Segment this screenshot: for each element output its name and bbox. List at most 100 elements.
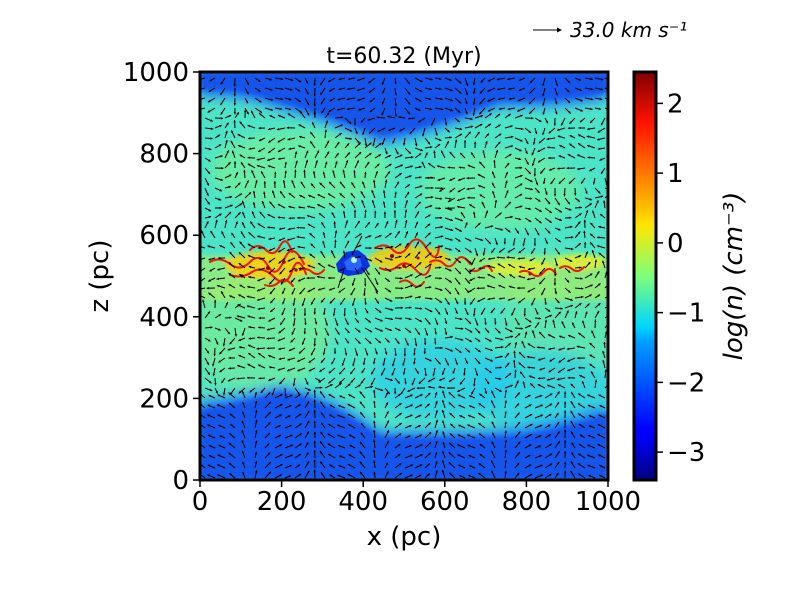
velocity-arrowhead [549, 393, 553, 396]
velocity-arrowhead [467, 350, 470, 353]
velocity-arrowhead [489, 370, 492, 373]
velocity-arrowhead [380, 247, 383, 250]
velocity-arrowhead [597, 444, 601, 447]
velocity-arrowhead [549, 314, 552, 318]
velocity-arrowhead [472, 113, 475, 116]
velocity-arrowhead [529, 111, 532, 114]
velocity-arrowhead [210, 326, 213, 329]
velocity-arrowhead [326, 140, 329, 144]
velocity-arrowhead [583, 219, 587, 223]
velocity-arrowhead [237, 304, 240, 307]
velocity-arrowhead [468, 321, 471, 324]
velocity-arrowhead [570, 304, 573, 308]
velocity-arrowhead [458, 239, 461, 242]
velocity-arrowhead [420, 148, 423, 152]
velocity-arrowhead [381, 82, 385, 85]
velocity-arrowhead [429, 205, 433, 208]
velocity-arrowhead [390, 308, 394, 311]
velocity-arrowhead [532, 330, 535, 333]
velocity-arrowhead [438, 207, 441, 210]
velocity-arrowhead [221, 231, 224, 234]
velocity-arrowhead [279, 227, 282, 230]
velocity-arrowhead [418, 262, 422, 265]
velocity-arrowhead [360, 412, 363, 415]
velocity-arrowhead [449, 412, 452, 416]
velocity-arrow [604, 187, 608, 190]
velocity-arrowhead [303, 331, 307, 335]
velocity-arrowhead [325, 343, 328, 347]
velocity-arrowhead [303, 169, 306, 173]
velocity-arrowhead [406, 242, 409, 246]
velocity-arrowhead [347, 231, 350, 234]
velocity-arrowhead [362, 132, 365, 135]
velocity-arrowhead [338, 87, 341, 91]
velocity-arrowhead [241, 430, 244, 433]
velocity-arrowhead [288, 217, 291, 220]
velocity-arrowhead [341, 363, 345, 366]
velocity-arrowhead [346, 97, 350, 101]
x-axis-label: x (pc) [367, 522, 442, 552]
velocity-arrowhead [382, 190, 386, 193]
velocity-arrowhead [241, 440, 244, 443]
velocity-arrowhead [288, 147, 291, 150]
velocity-arrowhead [491, 250, 494, 253]
velocity-arrowhead [516, 231, 519, 234]
velocity-arrowhead [440, 235, 444, 238]
velocity-arrowhead [450, 228, 454, 231]
velocity-arrowhead [439, 216, 443, 220]
velocity-arrowhead [471, 152, 474, 155]
velocity-arrowhead [231, 130, 234, 133]
velocity-arrowhead [548, 347, 551, 351]
velocity-arrowhead [407, 111, 410, 115]
velocity-arrowhead [320, 441, 323, 444]
velocity-arrowhead [289, 464, 292, 468]
velocity-arrowhead [525, 151, 528, 154]
velocity-arrowhead [458, 166, 462, 169]
velocity-arrowhead [425, 152, 428, 155]
velocity-arrowhead [557, 370, 561, 373]
velocity-arrowhead [310, 141, 313, 144]
velocity-arrowhead [409, 131, 413, 134]
velocity-arrowhead [325, 323, 328, 326]
velocity-arrowhead [597, 434, 600, 437]
velocity-arrowhead [219, 189, 222, 192]
velocity-arrowhead [278, 357, 282, 360]
velocity-arrowhead [273, 181, 277, 184]
velocity-arrowhead [473, 91, 476, 94]
velocity-arrowhead [298, 99, 301, 102]
velocity-arrowhead [479, 101, 482, 105]
velocity-arrowhead [228, 174, 232, 177]
velocity-arrowhead [463, 140, 467, 143]
velocity-arrowhead [356, 160, 359, 163]
velocity-arrowhead [241, 162, 244, 165]
velocity-arrowhead [268, 422, 271, 425]
velocity-arrowhead [322, 171, 326, 175]
velocity-arrowhead [437, 312, 441, 315]
velocity-arrowhead [348, 454, 352, 457]
velocity-arrowhead [390, 245, 394, 249]
velocity-arrowhead [549, 463, 553, 466]
velocity-arrowhead [373, 400, 376, 404]
velocity-arrowhead [499, 366, 502, 369]
velocity-arrow [200, 423, 206, 429]
velocity-arrowhead [460, 327, 464, 330]
velocity-arrowhead [237, 134, 241, 137]
velocity-arrowhead [454, 139, 458, 143]
velocity-arrowhead [400, 164, 403, 167]
velocity-arrowhead [369, 109, 373, 112]
velocity-arrowhead [229, 402, 232, 406]
velocity-arrowhead [208, 89, 212, 92]
velocity-arrowhead [492, 191, 495, 194]
x-tick-label: 800 [502, 487, 552, 517]
velocity-arrowhead [260, 390, 264, 393]
velocity-arrowhead [209, 269, 213, 272]
velocity-arrowhead [261, 201, 265, 204]
velocity-arrowhead [497, 263, 501, 266]
velocity-arrowhead [583, 230, 586, 234]
velocity-arrowhead [390, 258, 393, 261]
velocity-arrowhead [528, 320, 532, 323]
velocity-arrowhead [538, 435, 542, 438]
velocity-arrowhead [429, 107, 433, 111]
velocity-arrowhead [414, 343, 418, 347]
velocity-arrowhead [281, 312, 284, 316]
